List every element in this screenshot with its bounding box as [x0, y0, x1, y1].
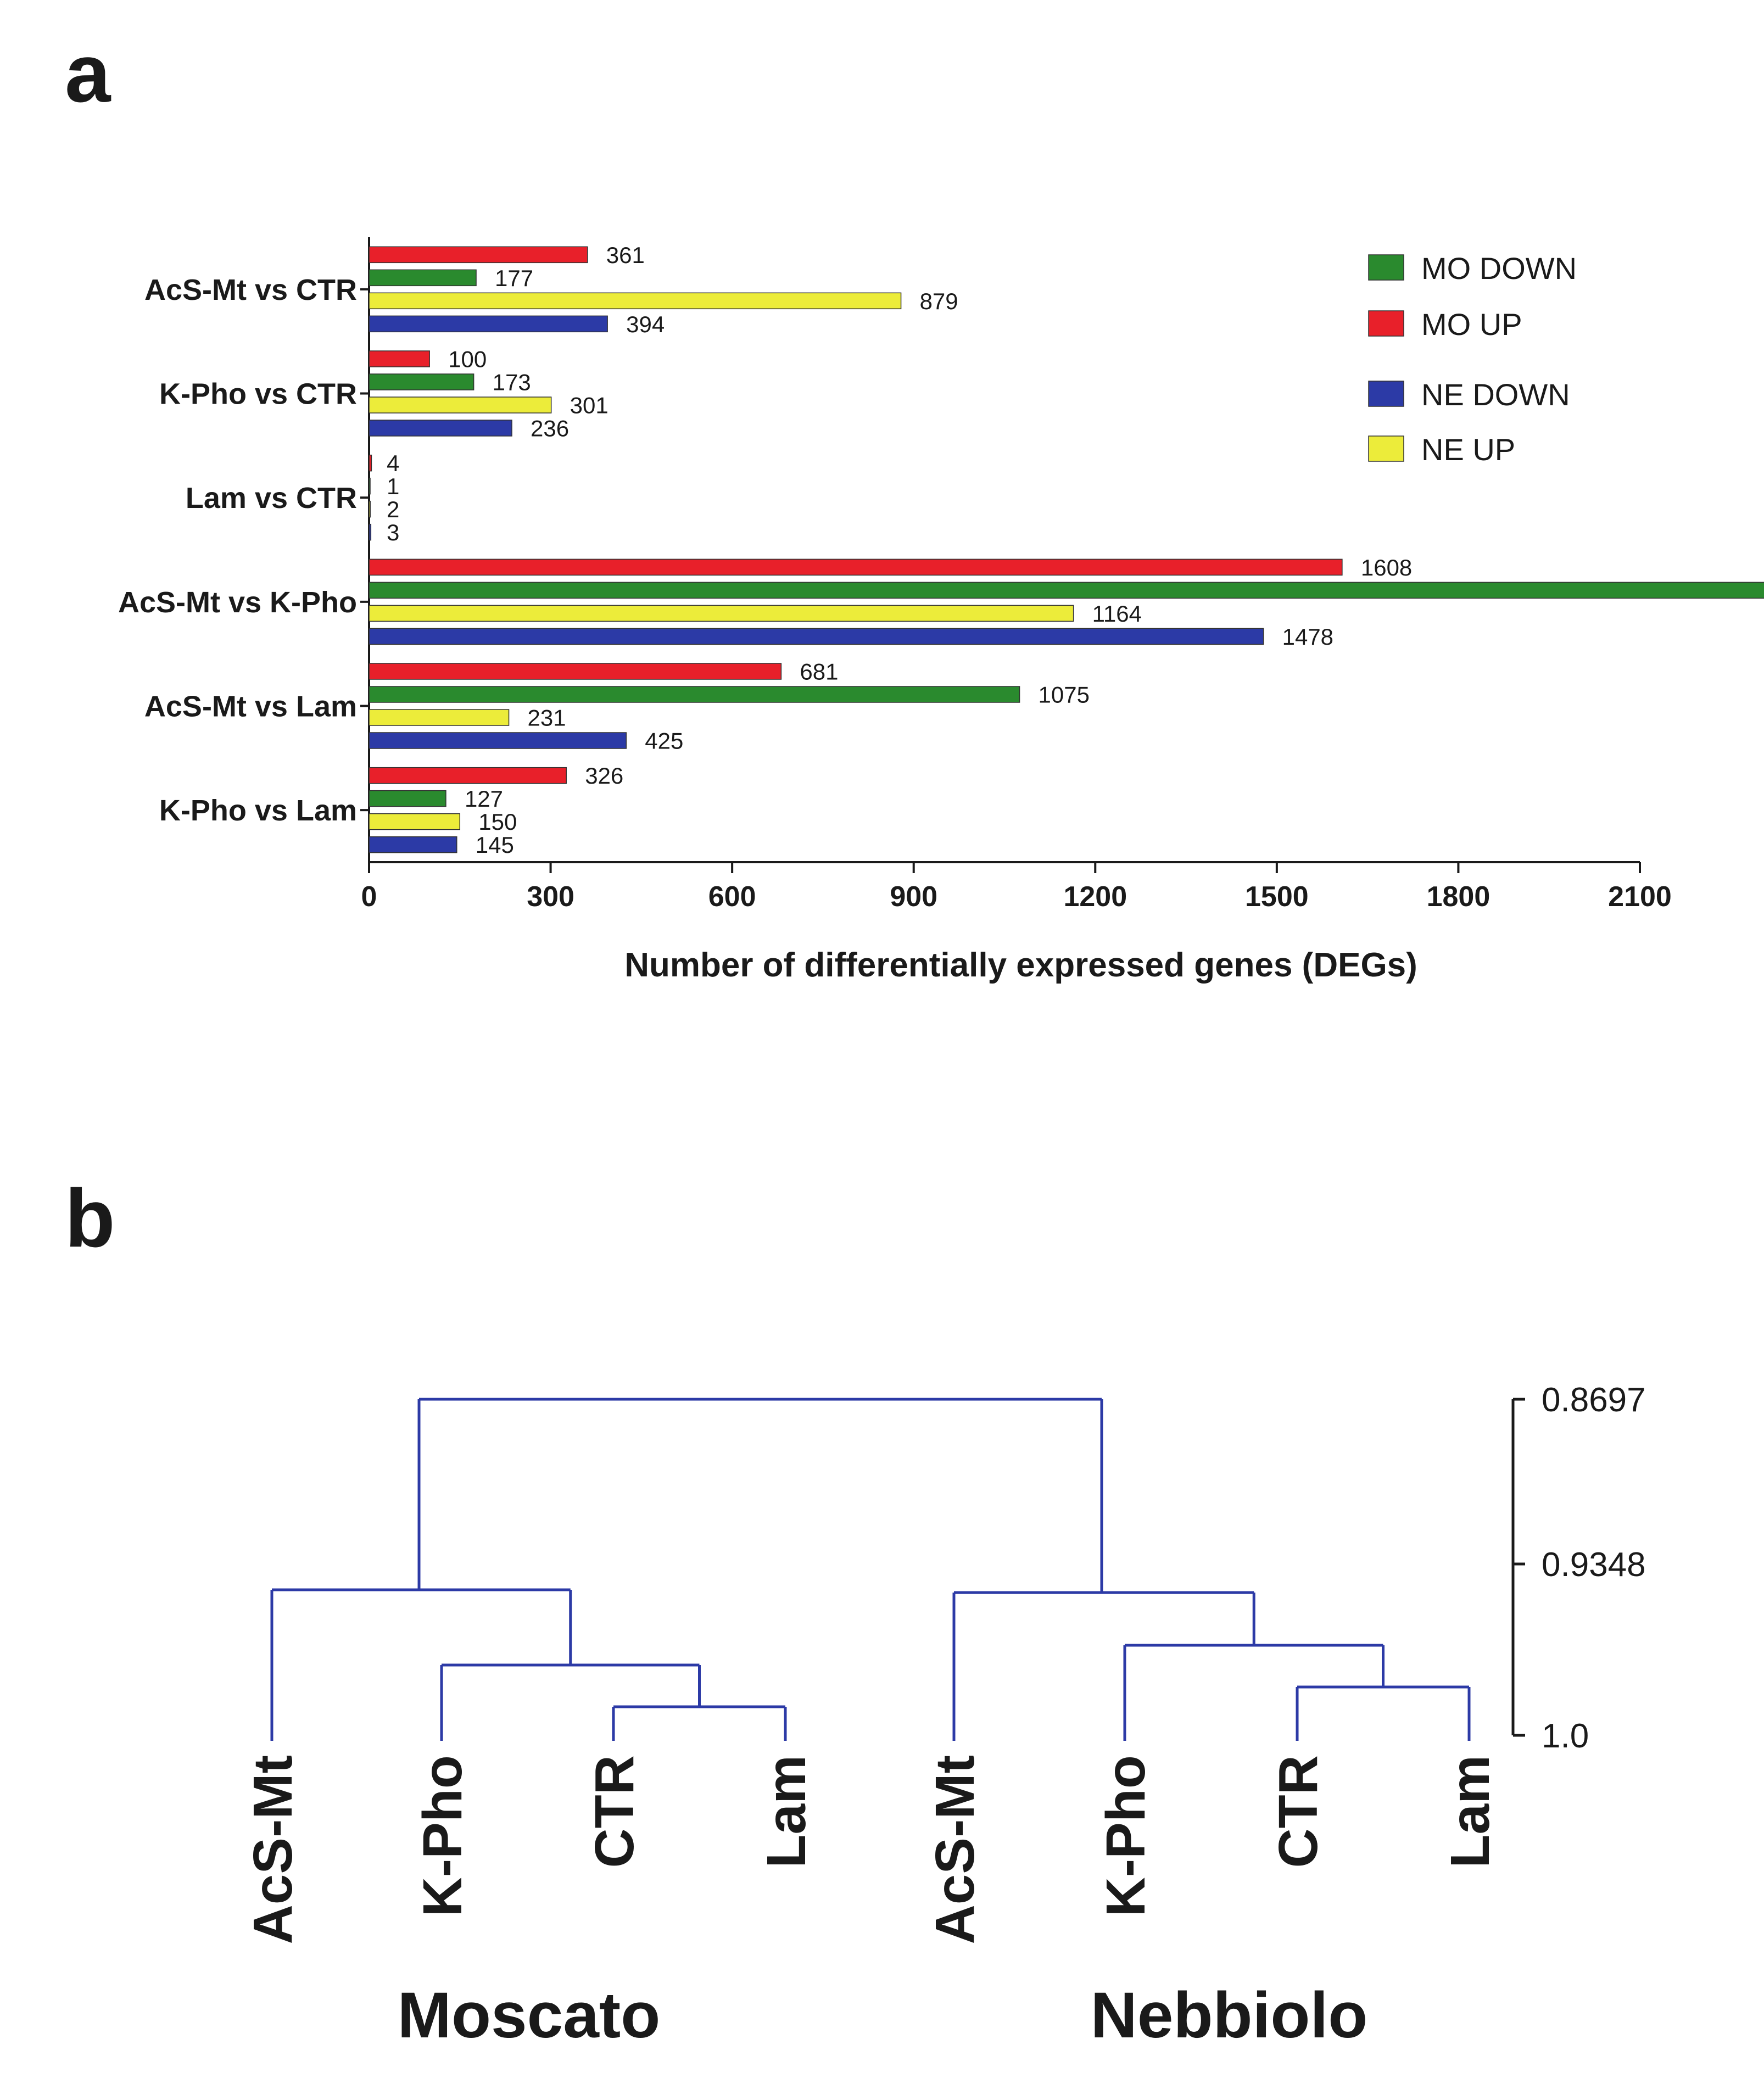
bar-value-label: 173 — [493, 370, 531, 395]
bar — [369, 269, 477, 287]
dendrogram-leaf-label: Lam — [756, 1755, 817, 1868]
bar-value-label: 231 — [528, 705, 566, 731]
dendrogram-leaf-label: CTR — [584, 1755, 645, 1868]
bar — [369, 454, 372, 472]
bar-value-label: 1478 — [1282, 624, 1333, 650]
bar — [369, 767, 567, 784]
bar-value-label: 1 — [387, 473, 399, 499]
scale-label: 1.0 — [1542, 1717, 1589, 1755]
bar — [369, 292, 902, 310]
bar-value-label: 2 — [387, 496, 399, 522]
legend-label: NE DOWN — [1421, 377, 1570, 412]
bar — [369, 246, 588, 264]
category-label: AcS-Mt vs CTR — [144, 273, 357, 306]
bar-value-label: 361 — [606, 242, 645, 268]
dendrogram-leaf-label: AcS-Mt — [242, 1755, 304, 1944]
x-tick-label: 0 — [361, 881, 377, 913]
dendrogram-panel: AcS-Mt K-Pho CTR Lam Moscato AcS-Mt K-Pho CTR La… — [242, 1381, 1646, 2052]
legend-swatch — [1368, 254, 1404, 281]
x-tick-label: 600 — [708, 881, 756, 913]
bar-value-label: 301 — [570, 393, 609, 418]
x-tick-label: 1500 — [1245, 881, 1309, 913]
category-label: K-Pho vs Lam — [159, 794, 357, 827]
bar — [369, 709, 510, 726]
bar-value-label: 425 — [645, 728, 683, 754]
bar — [369, 663, 782, 680]
dendrogram-leaf-label: K-Pho — [1095, 1755, 1157, 1917]
bar — [369, 315, 608, 333]
dendrogram-leaf-label: AcS-Mt — [924, 1755, 986, 1944]
bar-value-label: 681 — [800, 659, 838, 685]
bar — [369, 582, 1764, 599]
category-label: K-Pho vs CTR — [159, 378, 357, 411]
bar — [369, 813, 461, 830]
bar — [369, 477, 371, 495]
bar — [369, 628, 1264, 645]
dendrogram-group-label: Moscato — [398, 1979, 661, 2052]
x-tick-label: 900 — [890, 881, 937, 913]
dendrogram-leaf-label: Lam — [1439, 1755, 1501, 1868]
category-label: AcS-Mt vs Lam — [144, 690, 357, 723]
bar-value-label: 1608 — [1361, 555, 1412, 580]
x-tick-label: 1800 — [1427, 881, 1491, 913]
x-tick-label: 2100 — [1608, 881, 1672, 913]
scale-label: 0.9348 — [1542, 1546, 1646, 1584]
bar — [369, 500, 371, 518]
legend-swatch — [1368, 435, 1404, 462]
legend-label: MO UP — [1421, 307, 1522, 342]
bar-value-label: 879 — [920, 288, 958, 314]
panel-label-a: a — [65, 27, 111, 119]
bar-value-label: 394 — [626, 311, 665, 337]
bar-value-label: 177 — [495, 265, 533, 291]
bar — [369, 373, 475, 390]
bar — [369, 790, 446, 807]
bar-value-label: 3 — [387, 520, 399, 545]
bar-value-label: 1075 — [1039, 682, 1090, 708]
legend-label: NE UP — [1421, 432, 1515, 467]
bar — [369, 350, 430, 367]
legend-swatch — [1368, 381, 1404, 407]
bar — [369, 836, 457, 853]
legend-swatch — [1368, 310, 1404, 337]
bar — [369, 396, 552, 414]
bar-value-label: 1164 — [1092, 601, 1142, 627]
dendrogram-leaf-label: CTR — [1268, 1755, 1329, 1868]
category-label: Lam vs CTR — [186, 482, 357, 515]
x-tick-label: 1200 — [1063, 881, 1127, 913]
bar — [369, 732, 627, 749]
bar-value-label: 145 — [476, 832, 514, 858]
x-axis-title: Number of differentially expressed genes… — [624, 946, 1417, 984]
bar — [369, 605, 1074, 622]
bar-value-label: 326 — [585, 763, 623, 789]
panel-label-b: b — [65, 1172, 115, 1264]
legend-label: MO DOWN — [1421, 251, 1577, 286]
category-label: AcS-Mt vs K-Pho — [118, 586, 357, 619]
dendrogram-leaf-label: K-Pho — [412, 1755, 473, 1917]
bar — [369, 686, 1020, 703]
bar-value-label: 4 — [387, 450, 399, 476]
bar — [369, 558, 1343, 576]
bar-value-label: 127 — [465, 786, 503, 812]
bar — [369, 420, 512, 437]
bar — [369, 523, 372, 541]
bar-value-label: 100 — [448, 347, 487, 372]
bar-value-label: 236 — [531, 416, 569, 442]
dendrogram-group-label: Nebbiolo — [1091, 1979, 1368, 2052]
x-tick-label: 300 — [527, 881, 574, 913]
bar-value-label: 150 — [478, 809, 517, 835]
scale-label: 0.8697 — [1542, 1381, 1646, 1419]
